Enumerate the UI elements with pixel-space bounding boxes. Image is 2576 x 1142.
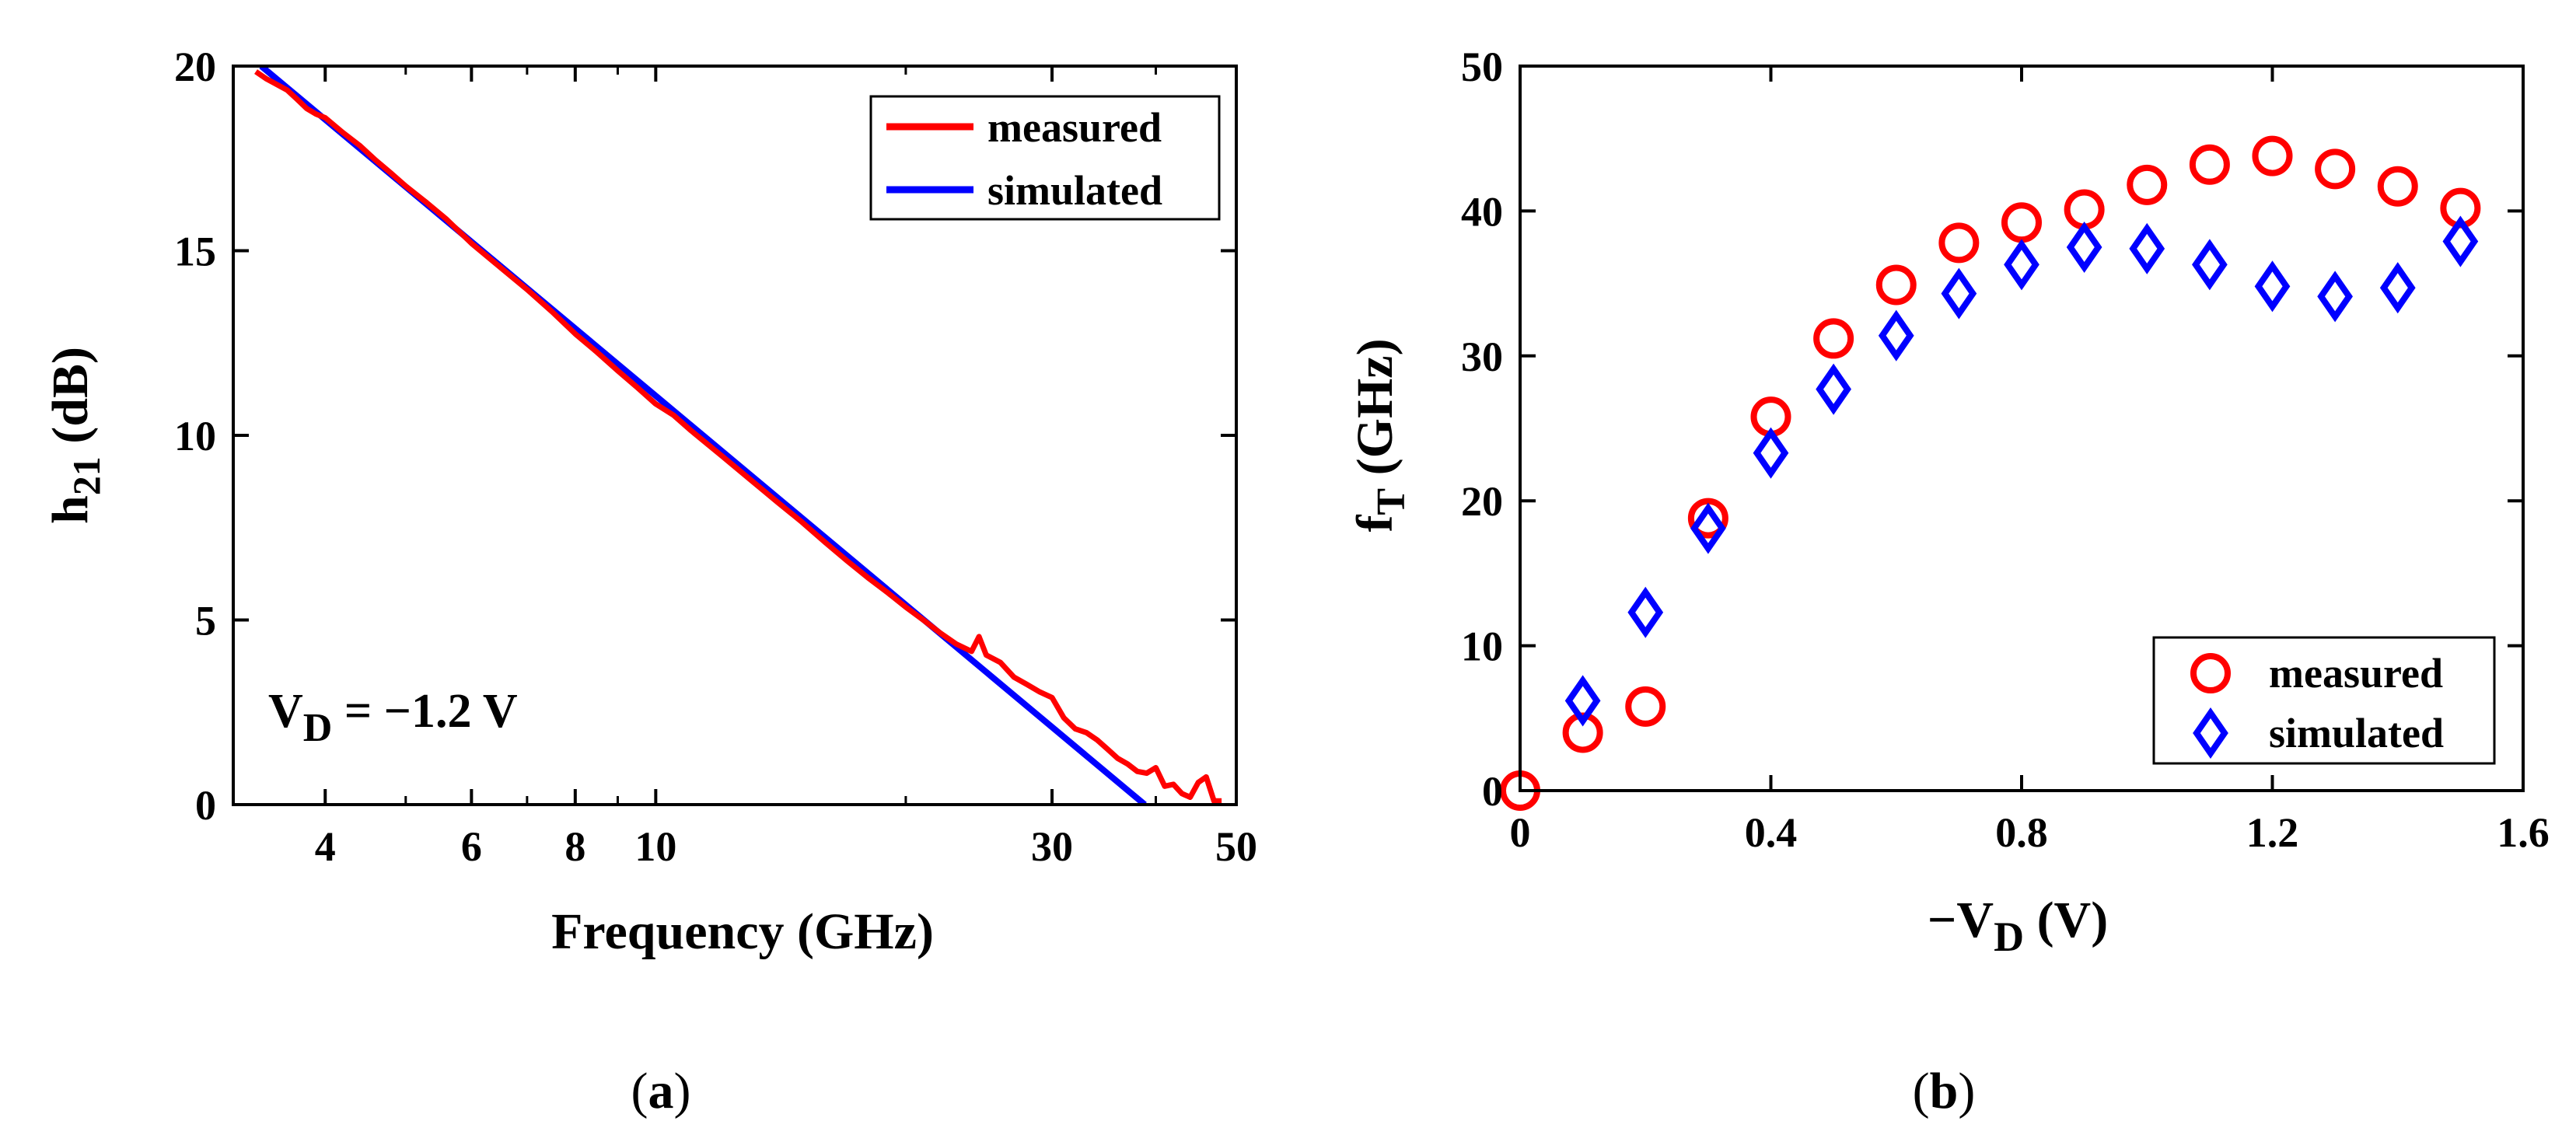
b-simulated-point [1816, 363, 1851, 415]
b-simulated-point [2129, 222, 2165, 274]
b-ticks-group: 0 0.4 0.8 1.2 1.6 0 10 20 30 40 50 [1461, 44, 2550, 856]
b-simulated-point [2379, 262, 2416, 314]
a-x-tick-label: 50 [1215, 823, 1257, 870]
b-y-tick-label: 30 [1461, 334, 1503, 380]
b-simulated-point [2066, 221, 2102, 274]
b-measured-point [2189, 144, 2230, 185]
b-simulated-point [1878, 309, 1914, 361]
b-x-tick-label: 0.4 [1745, 809, 1798, 856]
a-ticks-group: 4 6 8 10 30 50 0 5 10 15 20 [174, 44, 1257, 870]
a-y-axis-title: h21 (dB) [42, 347, 108, 524]
a-legend-measured-label: measured [987, 104, 1162, 151]
b-simulated-point [2254, 260, 2291, 313]
b-measured-point [1938, 222, 1980, 264]
b-simulated-point [1690, 502, 1726, 554]
b-measured-point [2127, 164, 2168, 205]
a-y-tick-label: 15 [174, 229, 216, 275]
b-legend-measured-circle [2190, 653, 2231, 693]
b-x-tick-label: 1.2 [2246, 809, 2299, 856]
b-x-tick-label: 1.6 [2497, 809, 2550, 856]
a-y-tick-label: 5 [195, 598, 216, 644]
b-panel-label: (b) [1913, 1063, 1976, 1119]
b-measured-point [2377, 166, 2418, 207]
b-measured-point [1813, 318, 1854, 359]
a-annotation-vd: VD = −1.2 V [268, 685, 518, 750]
b-legend-simulated-label: simulated [2269, 710, 2444, 756]
b-measured-point [2315, 148, 2356, 190]
b-legend: measured simulated [2152, 636, 2496, 765]
b-simulated-point [1753, 427, 1789, 479]
b-x-tick-label: 0 [1510, 809, 1531, 856]
b-simulated-point [2442, 215, 2479, 267]
panel-b-scatter-chart: 0 0.4 0.8 1.2 1.6 0 10 20 30 40 50 fT (GHz) −VD (V… [1347, 44, 2550, 1119]
b-y-tick-label: 10 [1461, 623, 1503, 670]
b-markers-group [1500, 135, 2481, 811]
b-y-tick-label: 0 [1482, 768, 1503, 815]
b-y-tick-label: 40 [1461, 188, 1503, 235]
b-x-axis-title: −VD (V) [1928, 892, 2108, 960]
a-x-tick-label: 10 [634, 823, 676, 870]
b-y-axis-title: fT (GHz) [1347, 338, 1414, 532]
b-simulated-point [1627, 586, 1664, 638]
b-legend-measured-label: measured [2269, 650, 2443, 697]
a-x-tick-label: 30 [1031, 823, 1073, 870]
b-measured-point [2001, 202, 2042, 243]
a-x-axis-title: Frequency (GHz) [551, 903, 934, 960]
b-measured-point [1875, 264, 1917, 306]
b-simulated-point [1564, 675, 1601, 727]
b-y-tick-label: 50 [1461, 44, 1503, 90]
a-y-tick-label: 20 [174, 44, 216, 90]
a-x-tick-label: 8 [564, 823, 585, 870]
b-y-tick-label: 20 [1461, 478, 1503, 525]
a-panel-label: (a) [631, 1063, 691, 1119]
a-y-tick-label: 10 [174, 413, 216, 459]
b-measured-point [2064, 189, 2105, 230]
b-simulated-point [2192, 239, 2228, 291]
a-x-tick-label: 4 [315, 823, 336, 870]
a-legend-box [869, 95, 1221, 221]
panel-a-line-chart: 4 6 8 10 30 50 0 5 10 15 20 h21 (dB) Frequency (GH… [42, 44, 1257, 1119]
b-legend-measured-marker [2190, 653, 2231, 693]
a-series-group [254, 66, 1222, 805]
b-simulated-point [2317, 271, 2353, 323]
a-x-tick-label: 6 [461, 823, 482, 870]
b-legend-simulated-marker [2193, 707, 2228, 760]
b-x-tick-label: 0.8 [1995, 809, 2048, 856]
b-measured-point [1625, 686, 1666, 727]
a-series-measured-line [254, 69, 1222, 804]
b-simulated-point [2004, 239, 2039, 291]
b-legend-simulated-diamond [2193, 707, 2228, 760]
a-legend: measured simulated [869, 95, 1221, 221]
a-y-tick-label: 0 [195, 782, 216, 829]
b-simulated-point [1941, 267, 1977, 320]
b-measured-point [2252, 135, 2293, 176]
b-measured-point [1687, 498, 1728, 539]
a-legend-simulated-label: simulated [987, 167, 1162, 214]
